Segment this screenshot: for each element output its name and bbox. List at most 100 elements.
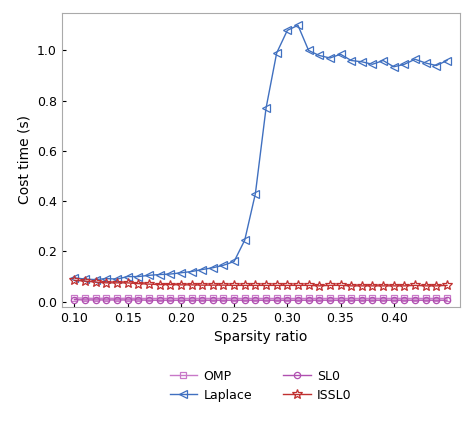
OMP — [380, 296, 386, 301]
OMP — [401, 296, 407, 301]
ISSL0 — [337, 283, 343, 288]
Laplace — [370, 62, 375, 67]
Laplace — [114, 276, 120, 282]
SL0 — [391, 298, 397, 303]
ISSL0 — [444, 283, 450, 288]
OMP — [284, 296, 290, 301]
Laplace — [359, 59, 365, 64]
Laplace — [444, 58, 450, 63]
SL0 — [434, 298, 439, 303]
Laplace — [263, 106, 269, 111]
Laplace — [295, 23, 301, 28]
Laplace — [146, 273, 152, 278]
OMP — [337, 296, 343, 301]
Laplace — [327, 55, 333, 60]
OMP — [370, 296, 375, 301]
ISSL0 — [401, 283, 407, 288]
ISSL0 — [210, 282, 216, 288]
OMP — [317, 296, 322, 301]
SL0 — [242, 298, 247, 303]
SL0 — [263, 298, 269, 303]
ISSL0 — [306, 283, 311, 288]
SL0 — [295, 298, 301, 303]
SL0 — [189, 298, 194, 303]
OMP — [391, 296, 397, 301]
OMP — [157, 296, 163, 301]
SL0 — [317, 298, 322, 303]
OMP — [423, 296, 428, 301]
Laplace — [242, 238, 247, 243]
OMP — [444, 296, 450, 301]
SL0 — [103, 297, 109, 302]
OMP — [82, 296, 88, 301]
ISSL0 — [72, 278, 77, 283]
ISSL0 — [317, 283, 322, 288]
ISSL0 — [93, 279, 99, 285]
ISSL0 — [231, 283, 237, 288]
Laplace — [380, 58, 386, 63]
ISSL0 — [103, 280, 109, 285]
Laplace — [125, 274, 130, 279]
ISSL0 — [82, 279, 88, 284]
SL0 — [93, 297, 99, 302]
SL0 — [401, 298, 407, 303]
OMP — [125, 296, 130, 301]
OMP — [178, 296, 184, 301]
Laplace — [189, 269, 194, 274]
SL0 — [231, 298, 237, 303]
SL0 — [253, 298, 258, 303]
OMP — [93, 296, 99, 301]
ISSL0 — [189, 282, 194, 288]
ISSL0 — [136, 281, 141, 286]
SL0 — [220, 298, 226, 303]
OMP — [210, 296, 216, 301]
Laplace — [72, 275, 77, 280]
Laplace — [136, 274, 141, 279]
SL0 — [370, 298, 375, 303]
SL0 — [136, 297, 141, 302]
SL0 — [327, 298, 333, 303]
ISSL0 — [220, 282, 226, 288]
Laplace — [284, 28, 290, 33]
SL0 — [337, 298, 343, 303]
SL0 — [412, 298, 418, 303]
ISSL0 — [199, 282, 205, 288]
OMP — [72, 295, 77, 300]
SL0 — [72, 297, 77, 302]
SL0 — [348, 298, 354, 303]
OMP — [295, 296, 301, 301]
Laplace — [220, 263, 226, 268]
SL0 — [444, 298, 450, 303]
OMP — [199, 296, 205, 301]
SL0 — [284, 298, 290, 303]
ISSL0 — [125, 280, 130, 285]
SL0 — [157, 298, 163, 303]
Laplace — [306, 48, 311, 53]
Laplace — [93, 277, 99, 282]
ISSL0 — [167, 282, 173, 287]
OMP — [136, 296, 141, 301]
ISSL0 — [423, 283, 428, 288]
Laplace — [231, 259, 237, 264]
OMP — [103, 296, 109, 301]
SL0 — [146, 298, 152, 303]
OMP — [220, 296, 226, 301]
OMP — [327, 296, 333, 301]
ISSL0 — [157, 282, 163, 287]
ISSL0 — [370, 283, 375, 288]
Line: SL0: SL0 — [71, 296, 450, 303]
SL0 — [199, 298, 205, 303]
Laplace — [82, 276, 88, 282]
ISSL0 — [253, 283, 258, 288]
ISSL0 — [146, 282, 152, 287]
ISSL0 — [359, 283, 365, 288]
OMP — [359, 296, 365, 301]
Legend: OMP, Laplace, SL0, ISSL0: OMP, Laplace, SL0, ISSL0 — [166, 366, 356, 406]
OMP — [348, 296, 354, 301]
Laplace — [412, 57, 418, 62]
ISSL0 — [391, 283, 397, 288]
Line: ISSL0: ISSL0 — [70, 276, 452, 291]
Laplace — [401, 62, 407, 67]
OMP — [253, 296, 258, 301]
Y-axis label: Cost time (s): Cost time (s) — [17, 115, 31, 204]
